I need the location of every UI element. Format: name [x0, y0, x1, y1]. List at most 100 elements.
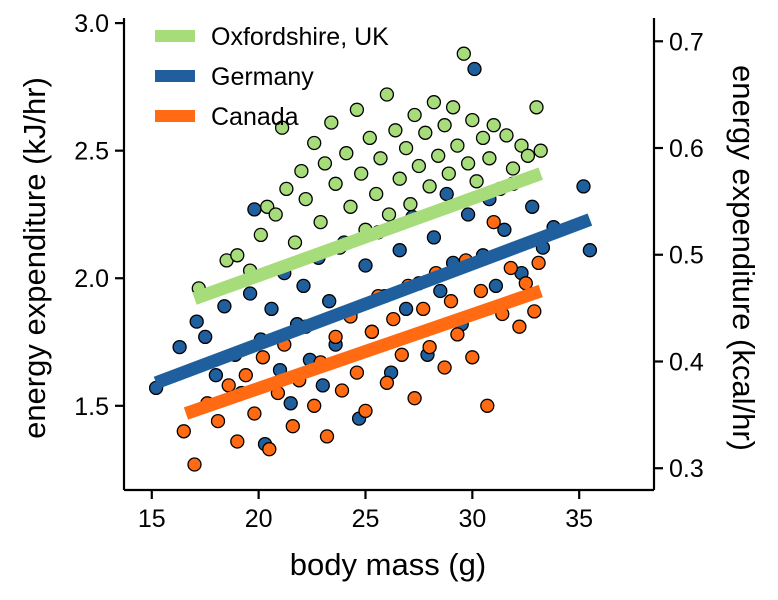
point-oxfordshire-uk: [418, 125, 433, 140]
point-germany: [439, 186, 454, 202]
point-oxfordshire-uk: [469, 174, 484, 189]
point-germany: [189, 314, 204, 329]
point-canada: [247, 406, 262, 421]
y-tick-label-right: 0.6: [669, 135, 704, 163]
point-oxfordshire-uk: [520, 148, 536, 163]
point-oxfordshire-uk: [486, 118, 501, 133]
y-tick-label-right: 0.7: [669, 28, 704, 56]
point-canada: [531, 255, 546, 271]
point-canada: [210, 413, 226, 429]
point-canada: [480, 398, 495, 413]
point-oxfordshire-uk: [426, 95, 442, 110]
x-tick-label: 15: [138, 505, 166, 533]
point-oxfordshire-uk: [475, 130, 491, 146]
point-oxfordshire-uk: [379, 87, 395, 102]
x-tick-label: 30: [458, 505, 486, 533]
axes-layer: 15 20 25 30 35 1.5 2.0 2.5 3.0 0.3 0.4 0.5 0.6 0.7: [74, 10, 704, 533]
point-germany: [488, 278, 504, 294]
y-tick-label-left: 2.0: [74, 265, 109, 293]
point-canada: [386, 311, 401, 327]
point-oxfordshire-uk: [460, 156, 476, 171]
point-oxfordshire-uk: [533, 143, 548, 158]
point-canada: [394, 347, 409, 362]
point-canada: [187, 457, 202, 472]
point-canada: [230, 434, 245, 449]
fit-line-germany: [153, 213, 593, 389]
point-germany: [426, 230, 442, 245]
point-canada: [334, 383, 350, 398]
point-germany: [467, 61, 482, 77]
point-germany: [392, 243, 407, 258]
point-oxfordshire-uk: [514, 138, 529, 153]
point-canada: [285, 419, 300, 434]
point-germany: [576, 179, 591, 194]
legend: Oxfordshire, UK Germany Canada: [155, 23, 389, 131]
point-oxfordshire-uk: [328, 176, 343, 191]
point-oxfordshire-uk: [343, 199, 358, 214]
fit-line-canada: [183, 284, 543, 420]
fit-line-oxfordshire-uk: [192, 167, 543, 305]
point-oxfordshire-uk: [499, 128, 514, 143]
point-oxfordshire-uk: [398, 140, 414, 156]
point-germany: [358, 258, 373, 273]
legend-label-canada: Canada: [211, 103, 299, 131]
point-canada: [527, 304, 542, 319]
point-oxfordshire-uk: [422, 179, 437, 194]
point-germany: [460, 207, 476, 222]
point-oxfordshire-uk: [294, 163, 309, 179]
point-canada: [407, 391, 422, 406]
legend-swatch-oxfordshire-uk: [155, 30, 195, 42]
point-canada: [443, 294, 459, 309]
point-germany: [208, 368, 224, 383]
point-oxfordshire-uk: [482, 151, 497, 166]
point-germany: [198, 329, 213, 345]
point-oxfordshire-uk: [381, 207, 397, 222]
x-tick-label: 20: [245, 505, 273, 533]
point-germany: [525, 199, 540, 214]
point-canada: [486, 214, 501, 230]
point-oxfordshire-uk: [313, 214, 328, 230]
point-germany: [264, 301, 279, 317]
point-canada: [416, 301, 431, 317]
point-canada: [422, 339, 437, 355]
point-canada: [379, 375, 395, 390]
points-layer: [148, 46, 598, 472]
point-oxfordshire-uk: [369, 186, 384, 202]
y-axis-title-left: energy expenditure (kJ/hr): [17, 77, 52, 439]
point-oxfordshire-uk: [339, 146, 354, 161]
point-oxfordshire-uk: [279, 181, 294, 197]
y-tick-label-right: 0.3: [669, 455, 704, 483]
legend-label-oxfordshire-uk: Oxfordshire, UK: [211, 23, 389, 51]
point-canada: [176, 424, 191, 439]
point-canada: [437, 360, 452, 375]
point-germany: [398, 301, 414, 317]
point-canada: [349, 365, 365, 380]
y-tick-label-left: 1.5: [74, 393, 109, 421]
point-germany: [315, 378, 330, 393]
point-canada: [512, 319, 527, 334]
point-canada: [319, 429, 335, 444]
x-tick-label: 25: [352, 505, 380, 533]
point-canada: [328, 329, 343, 345]
point-canada: [364, 324, 380, 339]
point-oxfordshire-uk: [403, 197, 418, 212]
point-oxfordshire-uk: [362, 130, 377, 146]
legend-swatch-canada: [155, 110, 195, 122]
point-canada: [238, 368, 253, 383]
point-oxfordshire-uk: [354, 166, 369, 181]
point-oxfordshire-uk: [388, 123, 403, 138]
point-germany: [582, 243, 598, 258]
point-germany: [217, 299, 232, 314]
point-oxfordshire-uk: [287, 235, 303, 250]
point-oxfordshire-uk: [298, 191, 313, 207]
y-tick-label-left: 2.5: [74, 138, 109, 166]
fit-lines-layer: [153, 167, 593, 420]
point-oxfordshire-uk: [529, 100, 544, 115]
point-oxfordshire-uk: [317, 156, 333, 171]
point-oxfordshire-uk: [431, 148, 446, 163]
y-tick-label-left: 3.0: [74, 10, 109, 38]
y-tick-label-right: 0.4: [669, 348, 704, 376]
legend-swatch-germany: [155, 70, 195, 82]
point-canada: [255, 350, 271, 365]
